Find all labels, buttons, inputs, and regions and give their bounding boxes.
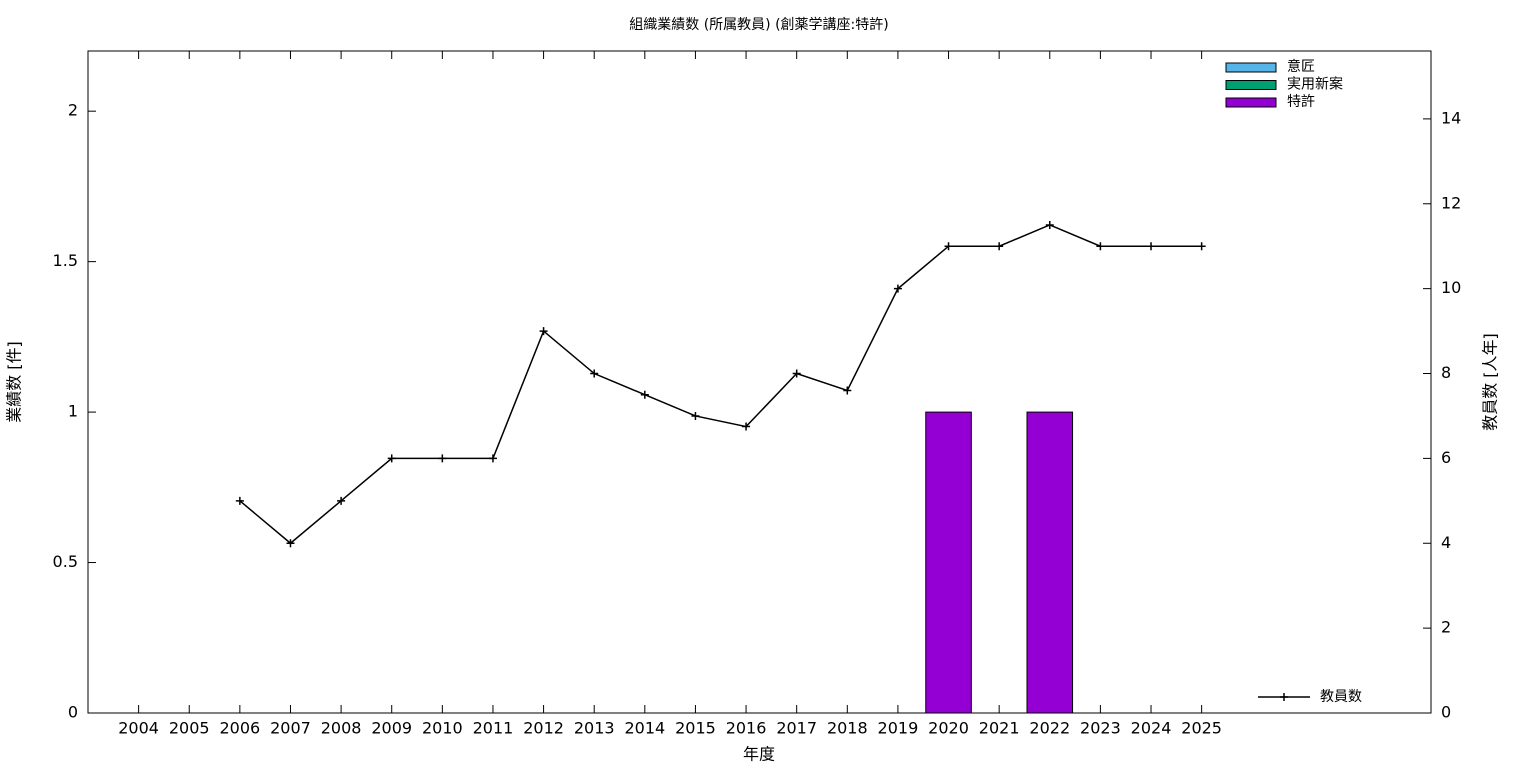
- x-tick-label: 2017: [776, 719, 817, 738]
- y2-tick-label: 0: [1441, 703, 1451, 722]
- x-axis-label: 年度: [743, 745, 775, 764]
- point-marker: [590, 369, 599, 378]
- x-tick-label: 2011: [473, 719, 514, 738]
- legend-label: 特許: [1287, 94, 1315, 110]
- y2-tick-label: 6: [1441, 448, 1451, 467]
- x-tick-label: 2009: [371, 719, 412, 738]
- x-tick-label: 2007: [270, 719, 311, 738]
- y2-tick-label: 14: [1441, 108, 1461, 127]
- y2-tick-label: 8: [1441, 363, 1451, 382]
- y-tick-label: 0: [68, 703, 78, 722]
- point-marker: [235, 496, 244, 505]
- y-tick-label: 2: [68, 101, 78, 120]
- point-marker: [893, 284, 902, 293]
- y2-tick-label: 10: [1441, 278, 1461, 297]
- y-tick-label: 1: [68, 402, 78, 421]
- point-marker: [1096, 242, 1105, 251]
- point-marker: [286, 539, 295, 548]
- chart-title: 組織業績数 (所属教員) (創薬学講座:特許): [629, 17, 888, 33]
- point-marker: [843, 386, 852, 395]
- y2-axis-label: 教員数 [人年]: [1481, 333, 1500, 431]
- point-marker: [742, 422, 751, 431]
- y-axis-label: 業績数 [件]: [5, 341, 24, 423]
- point-marker: [438, 454, 447, 463]
- point-marker: [944, 242, 953, 251]
- x-tick-label: 2014: [624, 719, 665, 738]
- point-marker: [387, 454, 396, 463]
- x-tick-label: 2018: [827, 719, 868, 738]
- x-tick-label: 2005: [169, 719, 210, 738]
- y-tick-label: 1.5: [53, 251, 78, 270]
- x-tick-label: 2024: [1131, 719, 1172, 738]
- legend-label: 実用新案: [1287, 76, 1343, 93]
- x-tick-label: 2021: [979, 719, 1020, 738]
- point-marker: [691, 411, 700, 420]
- point-marker: [337, 496, 346, 505]
- point-marker: [1147, 242, 1156, 251]
- bar: [925, 411, 972, 714]
- y2-tick-label: 4: [1441, 533, 1451, 552]
- x-tick-label: 2013: [574, 719, 615, 738]
- x-tick-label: 2004: [118, 719, 159, 738]
- legend-label: 意匠: [1287, 58, 1315, 75]
- y2-tick-label: 12: [1441, 193, 1461, 212]
- plot-frame: [87, 50, 1432, 714]
- point-marker: [995, 242, 1004, 251]
- x-tick-label: 2019: [878, 719, 919, 738]
- x-tick-label: 2022: [1029, 719, 1070, 738]
- legend-swatch: [1225, 80, 1277, 90]
- x-tick-label: 2015: [675, 719, 716, 738]
- legend-swatch: [1225, 62, 1277, 73]
- x-tick-label: 2006: [220, 719, 261, 738]
- legend-swatch: [1225, 97, 1277, 108]
- point-marker: [640, 390, 649, 399]
- y2-tick-label: 2: [1441, 618, 1451, 637]
- x-tick-label: 2010: [422, 719, 463, 738]
- x-tick-label: 2023: [1080, 719, 1121, 738]
- legend-label: 教員数: [1320, 689, 1362, 705]
- point-marker: [792, 369, 801, 378]
- point-marker: [488, 454, 497, 463]
- point-marker: [1197, 242, 1206, 251]
- x-tick-label: 2025: [1181, 719, 1222, 738]
- line: [239, 224, 1202, 545]
- point-marker: [1045, 220, 1054, 229]
- point-marker: [539, 327, 548, 336]
- x-tick-label: 2020: [928, 719, 969, 738]
- x-tick-label: 2016: [726, 719, 767, 738]
- legend-marker: [1280, 693, 1288, 701]
- bar: [1026, 411, 1074, 714]
- y-tick-label: 0.5: [53, 552, 78, 571]
- x-tick-label: 2012: [523, 719, 564, 738]
- x-tick-label: 2008: [321, 719, 362, 738]
